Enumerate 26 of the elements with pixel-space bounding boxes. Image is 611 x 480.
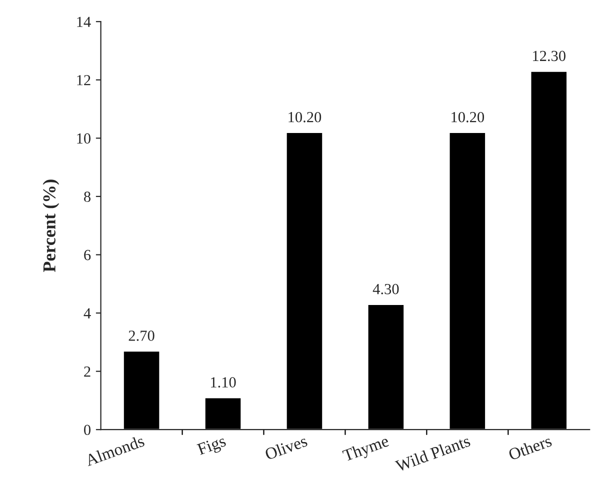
y-tick-label: 8 [84,192,91,202]
bar [285,132,324,430]
data-label: 4.30 [372,284,399,294]
bar [530,70,568,430]
bar [448,132,486,430]
y-tick-label: 0 [84,424,91,436]
data-label: 12.30 [533,50,566,62]
data-label: 10.20 [452,112,484,122]
x-tick-label: Others [508,434,552,460]
x-tick-label: Figs [196,435,228,458]
data-label: 1.10 [210,377,236,388]
data-label: 10.20 [288,112,322,122]
x-tick-label: Olives [264,434,308,460]
y-tick-label: 14 [77,16,91,27]
y-tick-label: 4 [84,308,91,318]
bar [366,304,405,430]
y-tick-label: 10 [77,133,91,144]
y-tick-label: 6 [84,250,91,260]
bar [204,396,242,430]
data-label: 2.70 [128,330,154,341]
bar [122,350,161,430]
y-tick-label: 2 [84,366,90,377]
y-axis-title: Percent (%) [42,180,60,272]
x-tick-label: Thyme [342,434,391,465]
y-tick-label: 12 [77,75,90,86]
x-tick-label: Wild Plants [394,434,471,472]
